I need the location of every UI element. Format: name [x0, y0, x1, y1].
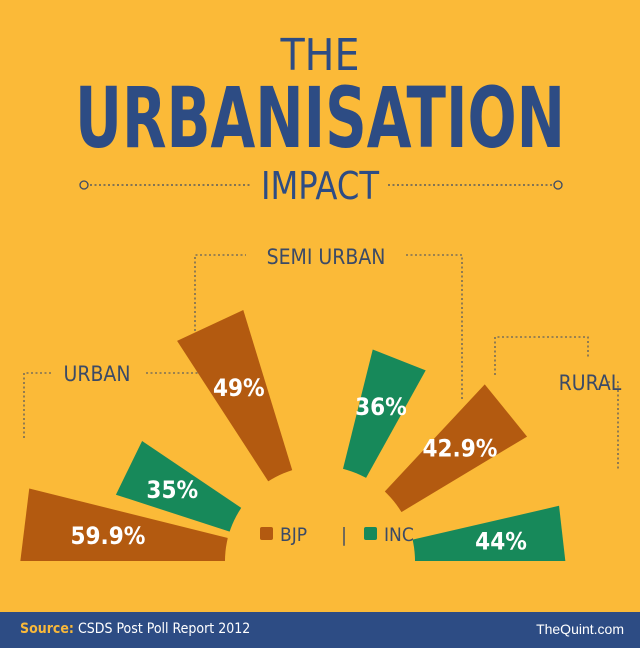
value-label-rural-bjp: 42.9% [422, 435, 497, 463]
bar-semi-urban-bjp [177, 310, 293, 482]
bar-semi-urban-inc [342, 349, 426, 478]
source-line: Source: CSDS Post Poll Report 2012 [20, 621, 250, 637]
brand-link[interactable]: TheQuint.com [536, 621, 624, 637]
category-label-semi-urban: SEMI URBAN [267, 245, 386, 269]
source-text: CSDS Post Poll Report 2012 [77, 621, 251, 637]
value-label-semi-urban-bjp: 49% [213, 374, 265, 402]
category-label-urban: URBAN [64, 362, 131, 386]
title-the: THE [280, 30, 360, 81]
value-label-urban-inc: 35% [146, 476, 198, 504]
category-label-rural: RURAL [559, 371, 622, 395]
legend-label-inc: INC [384, 524, 414, 546]
center-hub [225, 466, 415, 561]
title-impact: IMPACT [261, 164, 379, 208]
bar-group [20, 310, 566, 561]
title-urbanisation: URBANISATION [75, 69, 565, 167]
legend-swatch-bjp [260, 527, 273, 540]
bar-urban-inc [115, 441, 242, 532]
bar-rural-bjp [384, 384, 528, 513]
legend-separator: | [341, 524, 347, 546]
bar-urban-bjp [20, 488, 228, 561]
bar-rural-inc [412, 505, 566, 561]
footer-bar: Source: CSDS Post Poll Report 2012 TheQu… [0, 612, 640, 648]
legend-label-bjp: BJP [280, 524, 307, 546]
value-label-semi-urban-inc: 36% [355, 393, 407, 421]
legend: BJP | INC [260, 524, 414, 546]
value-label-rural-inc: 44% [475, 527, 527, 555]
legend-swatch-inc [364, 527, 377, 540]
value-label-urban-bjp: 59.9% [70, 522, 145, 550]
source-label: Source: [20, 621, 74, 637]
value-labels: 59.9%35% 49% 36% 42.9% 44% [70, 374, 526, 555]
title-divider [79, 180, 563, 190]
